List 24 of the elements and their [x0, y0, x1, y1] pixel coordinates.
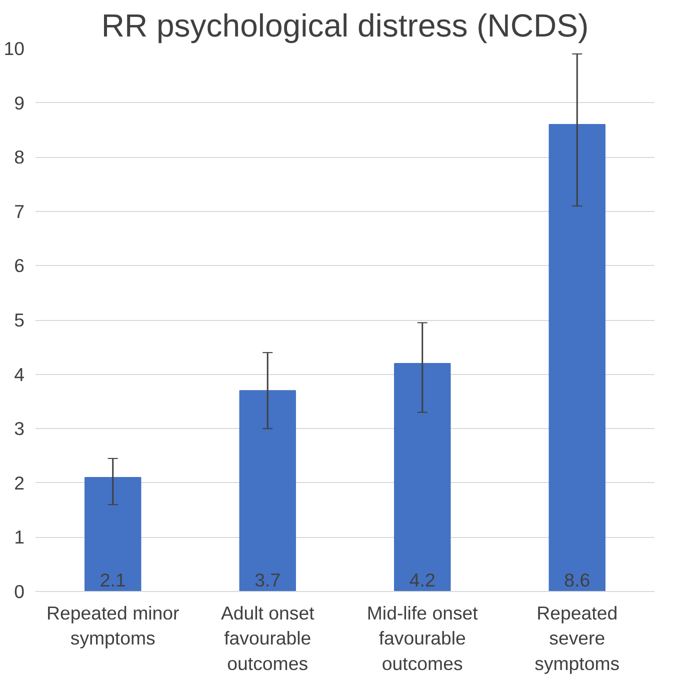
x-tick-label: Repeated minor symptoms [46, 602, 180, 649]
bar [548, 124, 606, 592]
y-tick-label: 8 [14, 146, 25, 168]
x-tick-label: Mid-life onset favourable outcomes [366, 602, 479, 674]
chart-title: RR psychological distress (NCDS) [101, 8, 589, 44]
data-label: 3.7 [254, 570, 281, 590]
y-tick-label: 7 [14, 200, 25, 222]
y-tick-label: 6 [14, 255, 25, 276]
bar [84, 476, 142, 592]
x-tick-label: Repeated severe symptoms [534, 602, 620, 674]
bar [394, 362, 451, 592]
bar [239, 390, 296, 592]
y-tick-label: 0 [14, 581, 25, 602]
data-label: 8.6 [564, 570, 590, 590]
y-tick-label: 1 [14, 526, 25, 548]
data-label: 2.1 [100, 570, 126, 590]
x-tick-label: Adult onset favourable outcomes [220, 602, 316, 674]
y-tick-label: 5 [14, 310, 25, 330]
data-label: 4.2 [409, 570, 436, 590]
y-tick-label: 4 [14, 364, 25, 385]
y-tick-label: 10 [4, 38, 25, 59]
y-tick-label: 3 [14, 418, 25, 440]
y-tick-label: 2 [14, 472, 25, 494]
y-tick-label: 9 [14, 92, 25, 114]
